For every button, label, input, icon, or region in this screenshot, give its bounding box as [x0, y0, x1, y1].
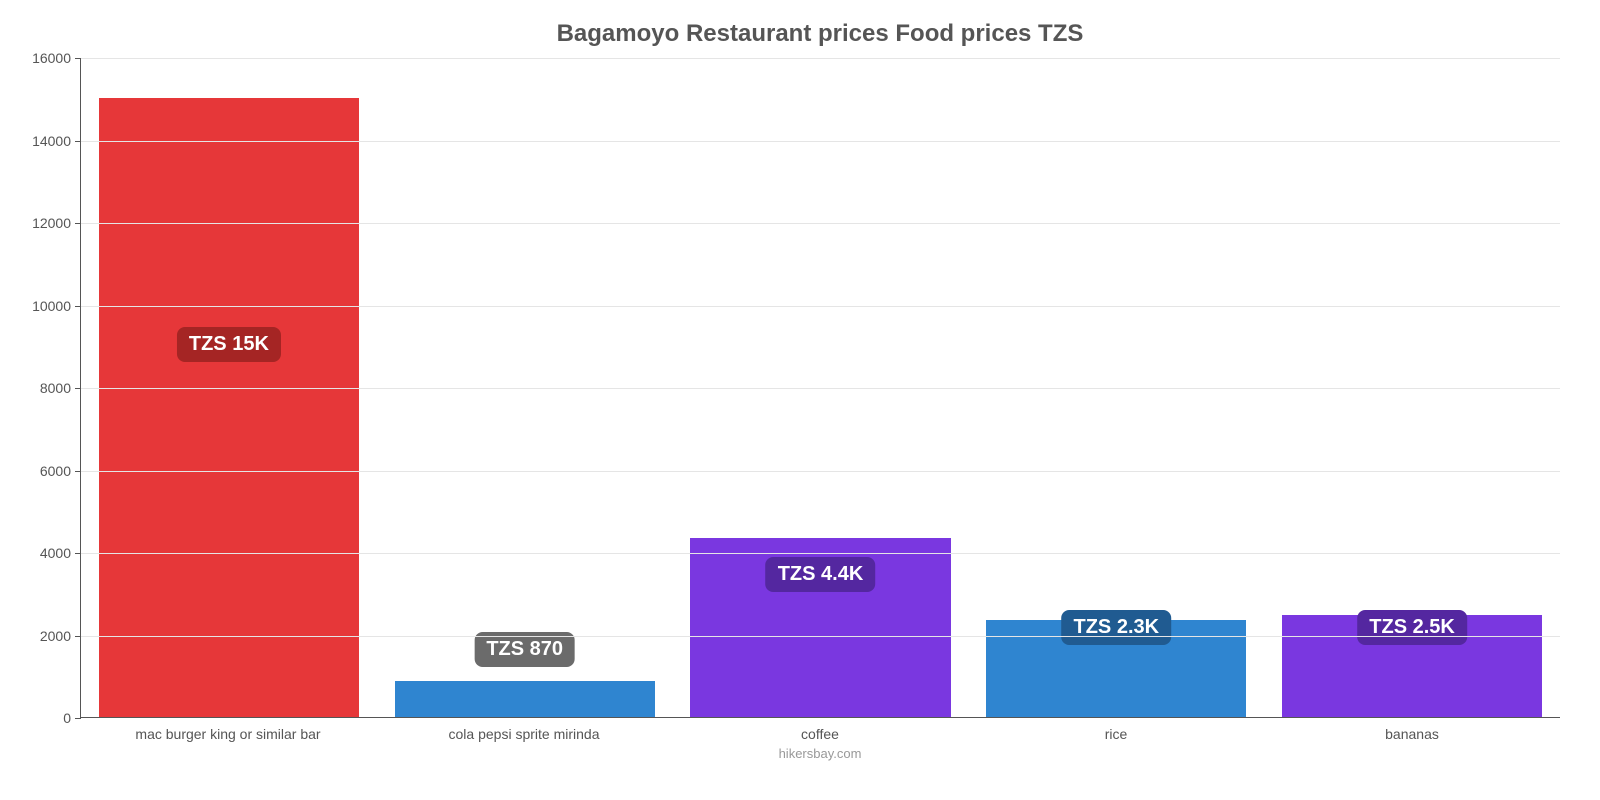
value-badge: TZS 2.5K: [1357, 610, 1467, 645]
y-tick-mark: [75, 58, 81, 59]
chart-credit: hikersbay.com: [80, 746, 1560, 761]
y-tick-mark: [75, 636, 81, 637]
y-tick-mark: [75, 471, 81, 472]
y-tick-mark: [75, 388, 81, 389]
value-badge: TZS 870: [474, 632, 575, 667]
y-tick-mark: [75, 306, 81, 307]
y-tick-label: 6000: [21, 463, 71, 479]
value-badge: TZS 2.3K: [1061, 610, 1171, 645]
y-tick-mark: [75, 718, 81, 719]
y-tick-label: 12000: [21, 215, 71, 231]
chart-container: Bagamoyo Restaurant prices Food prices T…: [0, 0, 1600, 800]
x-axis-labels: mac burger king or similar barcola pepsi…: [80, 726, 1560, 742]
y-tick-label: 8000: [21, 380, 71, 396]
plot-area: TZS 15KTZS 870TZS 4.4KTZS 2.3KTZS 2.5K 0…: [80, 58, 1560, 718]
x-tick-label: rice: [968, 726, 1264, 742]
gridline: [81, 141, 1560, 142]
y-tick-label: 4000: [21, 545, 71, 561]
gridline: [81, 223, 1560, 224]
y-tick-mark: [75, 141, 81, 142]
x-tick-label: coffee: [672, 726, 968, 742]
x-tick-label: mac burger king or similar bar: [80, 726, 376, 742]
x-tick-label: cola pepsi sprite mirinda: [376, 726, 672, 742]
gridline: [81, 58, 1560, 59]
y-tick-label: 16000: [21, 50, 71, 66]
gridline: [81, 388, 1560, 389]
gridline: [81, 471, 1560, 472]
y-tick-label: 10000: [21, 298, 71, 314]
gridline: [81, 636, 1560, 637]
x-tick-label: bananas: [1264, 726, 1560, 742]
y-tick-label: 0: [21, 710, 71, 726]
value-badge: TZS 4.4K: [766, 557, 876, 592]
y-tick-mark: [75, 223, 81, 224]
bar: [395, 681, 655, 717]
y-tick-mark: [75, 553, 81, 554]
gridline: [81, 306, 1560, 307]
value-badge: TZS 15K: [177, 327, 281, 362]
bar: [99, 98, 359, 717]
chart-title: Bagamoyo Restaurant prices Food prices T…: [80, 20, 1560, 48]
y-tick-label: 14000: [21, 133, 71, 149]
gridline: [81, 553, 1560, 554]
y-tick-label: 2000: [21, 628, 71, 644]
